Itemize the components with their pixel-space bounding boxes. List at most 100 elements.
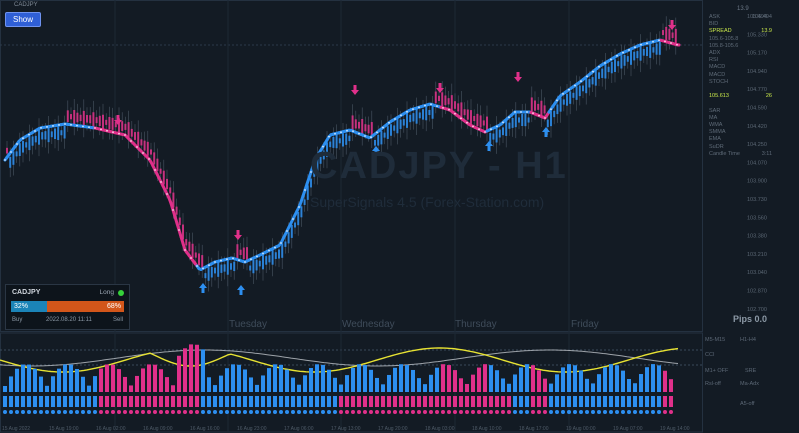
candle-body: [220, 264, 223, 273]
candle-body: [473, 115, 476, 122]
candle-body: [546, 119, 549, 128]
signal-dot: [670, 42, 672, 44]
dashboard-key: WMA: [709, 122, 723, 128]
histogram-bar: [297, 384, 301, 392]
signal-dot: [106, 129, 108, 132]
signal-dot: [568, 88, 570, 91]
trend-dot: [9, 410, 13, 414]
buy-arrow-icon: [199, 283, 207, 293]
trend-bar: [567, 396, 571, 407]
signal-dot: [358, 132, 360, 135]
trend-bar: [345, 396, 349, 407]
histogram-bar: [585, 378, 589, 392]
trend-dot: [267, 410, 271, 414]
histogram-bar: [333, 377, 337, 392]
dashboard-key: BID: [709, 21, 719, 28]
trend-bar: [495, 396, 499, 407]
histogram-bar: [597, 374, 601, 392]
histogram-bar: [435, 367, 439, 392]
histogram-bar: [477, 367, 481, 392]
signal-dot: [352, 130, 354, 133]
trend-bar: [501, 396, 505, 407]
signal-dot: [430, 103, 432, 106]
trend-dot: [165, 410, 169, 414]
trend-dot: [513, 410, 517, 414]
histogram-bar: [603, 367, 607, 392]
histogram-bar: [225, 368, 229, 392]
histogram-bar: [339, 384, 343, 392]
dashboard-key: EMA: [709, 136, 721, 143]
signal-dot: [124, 134, 126, 136]
price-tick: 104.590: [747, 106, 767, 112]
signal-dot: [88, 126, 90, 129]
trend-dot: [57, 410, 61, 414]
trend-bar: [111, 396, 115, 407]
signal-dot: [262, 252, 264, 255]
trend-dot: [93, 410, 97, 414]
signal-dot: [286, 230, 288, 232]
trend-bar: [261, 396, 265, 407]
date-tick: 16 Aug 09:00: [143, 426, 173, 432]
candle-body: [15, 151, 18, 157]
signal-dot: [46, 125, 48, 128]
histogram-bar: [657, 365, 661, 392]
price-tick: 103.380: [747, 234, 767, 240]
trend-bar: [621, 396, 625, 407]
trend-bar: [627, 396, 631, 407]
candle-body: [658, 41, 661, 55]
trend-bar: [135, 396, 139, 407]
candle-body: [562, 99, 565, 105]
candle-body: [319, 156, 322, 164]
dashboard-key: 105.8-105.6: [709, 42, 739, 49]
dashboard-row: WMA: [705, 122, 774, 130]
candle-body: [140, 139, 143, 146]
main-panel-frame: [0, 0, 703, 332]
candle-body: [214, 267, 216, 274]
candle-body: [639, 45, 642, 61]
trend-dot: [657, 410, 661, 414]
histogram-bar: [591, 383, 595, 392]
dashboard-value: 105.494: [752, 14, 772, 20]
dashboard-value: 13.9: [761, 28, 772, 35]
trend-dot: [171, 410, 175, 414]
trend-bar: [591, 396, 595, 407]
candle-body: [166, 178, 168, 190]
trend-dot: [117, 410, 121, 414]
trend-bar: [435, 396, 439, 407]
trend-bar: [123, 396, 127, 407]
candle-body: [70, 114, 72, 120]
signal-dot: [232, 257, 234, 260]
candle-body: [348, 135, 351, 142]
date-tick: 17 Aug 20:00: [378, 426, 408, 432]
candle-body: [585, 78, 588, 94]
candle-body: [130, 128, 133, 137]
trend-dot: [435, 410, 439, 414]
signal-dot: [634, 46, 636, 49]
candle-body: [290, 224, 293, 238]
histogram-bar: [495, 370, 499, 392]
candle-body: [31, 136, 34, 146]
date-tick: 16 Aug 16:00: [190, 426, 220, 432]
signal-dot: [562, 93, 564, 95]
candle-body: [278, 249, 280, 259]
dashboard-value: 3:11: [761, 150, 772, 157]
day-label: Tuesday: [229, 319, 267, 330]
trend-bar: [411, 396, 415, 407]
signal-dot: [340, 131, 342, 134]
show-button[interactable]: Show: [5, 12, 41, 27]
candle-body: [668, 28, 671, 40]
candle-body: [671, 32, 674, 38]
date-tick: 18 Aug 10:00: [472, 426, 502, 432]
candle-body: [646, 46, 648, 57]
candle-body: [198, 253, 200, 266]
candle-body: [652, 47, 655, 53]
trend-dot: [411, 410, 415, 414]
candle-body: [521, 113, 524, 127]
buy-arrow-icon: [542, 127, 550, 137]
trend-dot: [105, 410, 109, 414]
histogram-bar: [63, 364, 67, 392]
candle-body: [342, 133, 344, 147]
trend-bar: [459, 396, 463, 407]
candle-body: [380, 130, 383, 145]
